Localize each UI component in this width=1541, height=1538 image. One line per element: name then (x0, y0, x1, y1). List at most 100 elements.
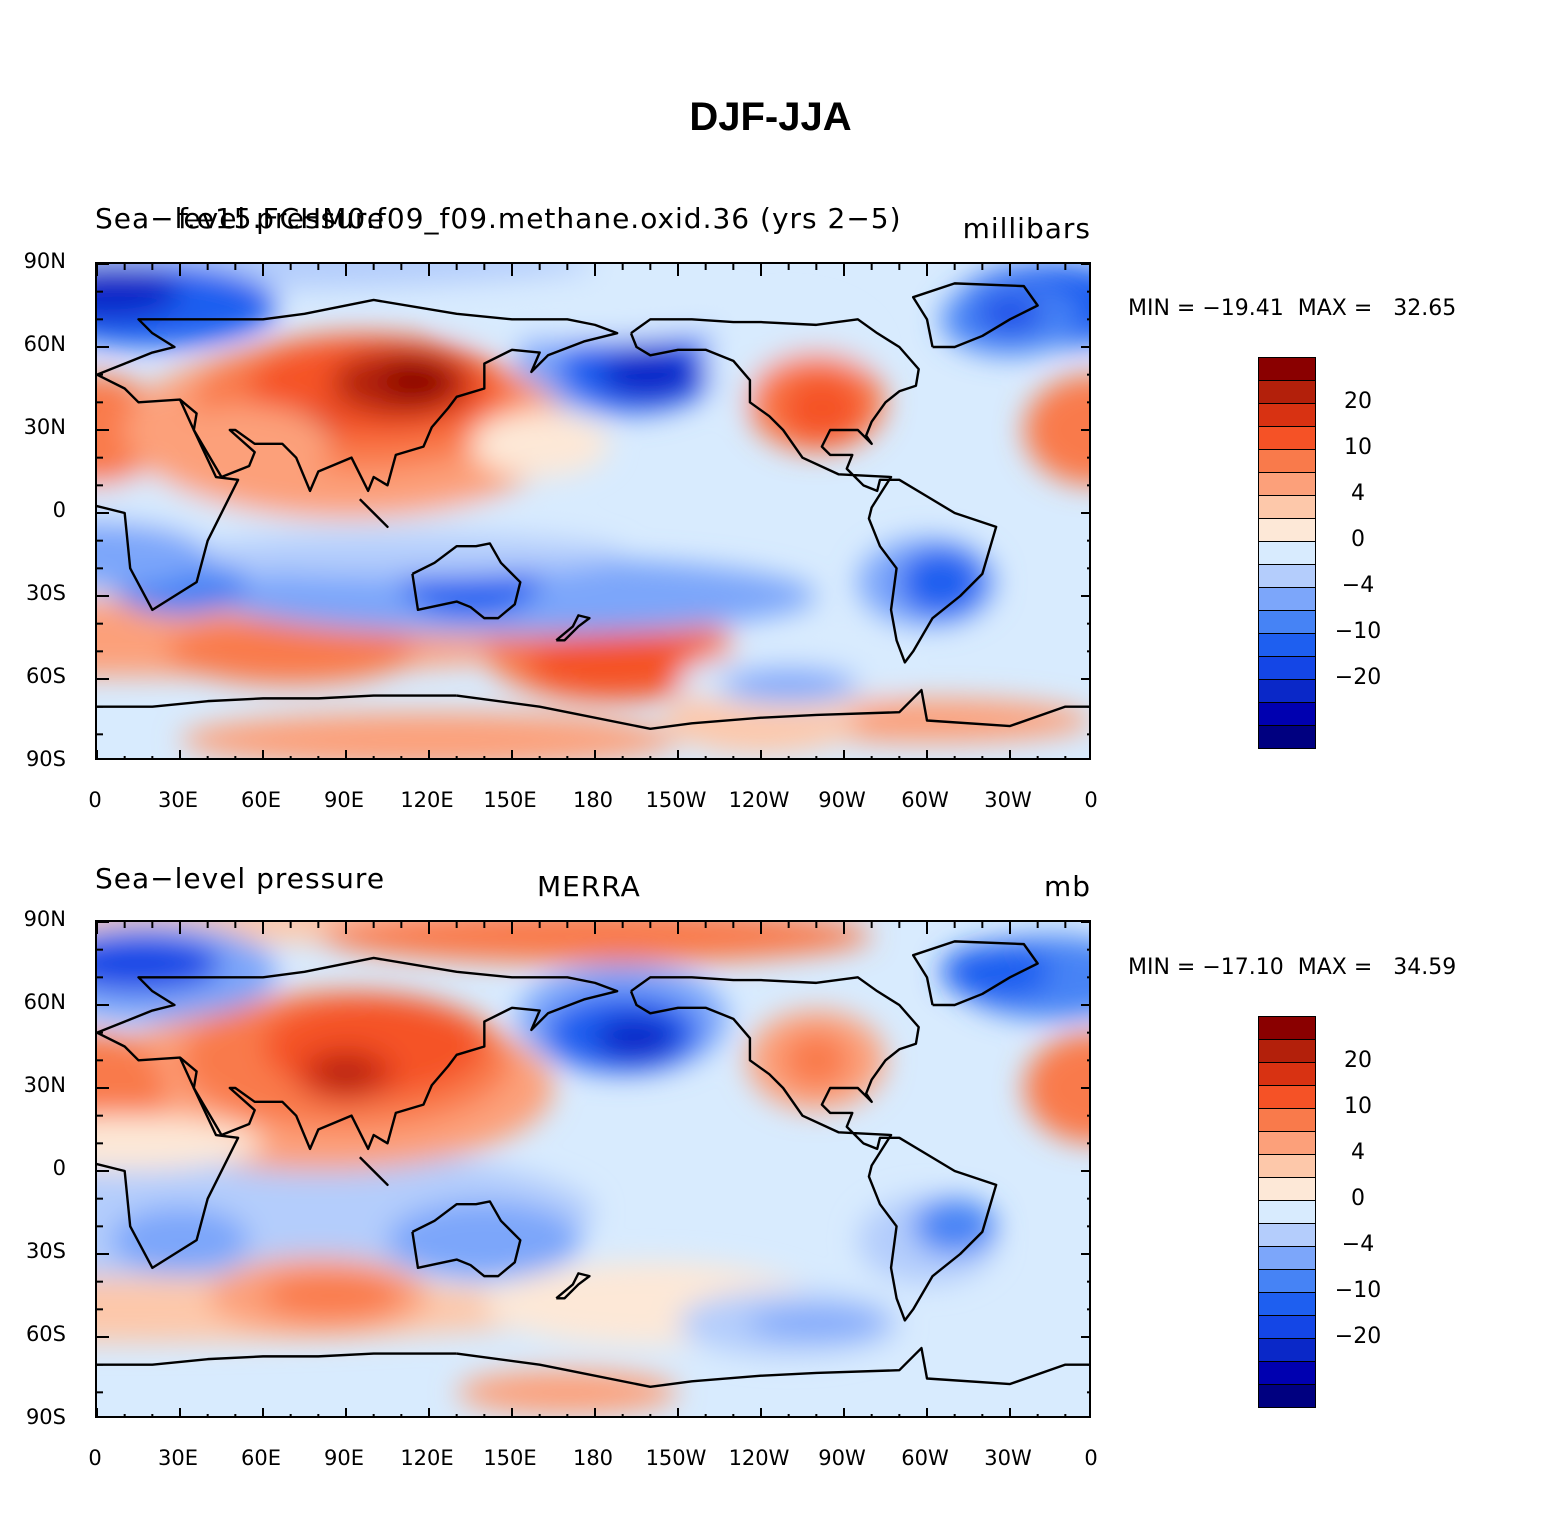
colorbar-swatch (1258, 472, 1316, 496)
pressure-anomaly-region (166, 618, 416, 685)
coastline (456, 1346, 1089, 1388)
colorbar: 20 10 4 0 −4 −10 −20 (1258, 357, 1381, 749)
lat-tick-label: 30S (25, 1239, 66, 1263)
coastline (97, 1031, 240, 1270)
coastline (97, 694, 457, 708)
coastline (911, 940, 1039, 1007)
map-svg (97, 922, 1089, 1416)
lon-tick-label: 120E (400, 788, 454, 812)
coastline (97, 373, 240, 612)
lon-tick-label: 0 (1084, 1446, 1098, 1470)
pressure-anomaly-region (110, 1206, 250, 1274)
coastline (555, 614, 591, 642)
colorbar-swatch (1258, 403, 1316, 427)
colorbar-swatch (1258, 1384, 1316, 1408)
coastline (97, 956, 619, 1151)
coastline (629, 318, 998, 664)
slp-map-model (95, 262, 1091, 760)
colorbar-swatch (1258, 702, 1316, 726)
lon-tick-label: 60W (901, 1446, 949, 1470)
lon-tick-label: 30W (984, 788, 1032, 812)
lon-tick-label: 30E (158, 1446, 198, 1470)
colorbar-swatch (1258, 1246, 1316, 1270)
coastline (911, 282, 1039, 349)
pressure-anomaly-region (780, 374, 864, 442)
colorbar-label: −4 (1341, 1232, 1375, 1257)
lat-tick-label: 30N (23, 415, 66, 439)
colorbar-label: 0 (1351, 527, 1365, 552)
lat-tick-label: 90N (23, 249, 66, 273)
colorbar-swatch (1258, 1223, 1316, 1247)
pressure-anomaly-region (940, 944, 1052, 1000)
pressure-anomaly-region (595, 1016, 678, 1061)
colorbar-label: −10 (1334, 619, 1382, 644)
lat-tick-label: 90S (25, 1405, 66, 1429)
lon-tick-label: 120W (728, 788, 790, 812)
panel-units: mb (1043, 870, 1091, 903)
min-max-label: MIN = −17.10 MAX = 34.59 (1128, 955, 1457, 980)
lon-tick-label: 120E (400, 1446, 454, 1470)
min-max-label: MIN = −19.41 MAX = 32.65 (1128, 296, 1457, 321)
colorbar-swatch (1258, 1108, 1316, 1132)
lon-tick-label: 0 (88, 788, 102, 812)
lon-tick-label: 180 (572, 788, 614, 812)
lat-tick-label: 0 (52, 498, 66, 522)
figure-title: DJF-JJA (689, 95, 852, 139)
colorbar-label: 10 (1344, 435, 1372, 460)
colorbar-label: 20 (1344, 1048, 1372, 1073)
colorbar-swatch (1258, 725, 1316, 749)
colorbar-label: 10 (1344, 1094, 1372, 1119)
pressure-anomaly-region (470, 410, 609, 478)
colorbar-swatch (1258, 1062, 1316, 1086)
colorbar-label: 4 (1351, 1140, 1365, 1165)
colorbar-swatch (1258, 1200, 1316, 1224)
colorbar-label: 4 (1351, 481, 1365, 506)
pressure-anomaly-region (783, 1032, 850, 1088)
pressure-anomaly-region (97, 521, 208, 588)
merra-panel: Sea−level pressure MERRA mb MIN = −17.10… (0, 0, 1541, 1470)
lon-tick-label: 180 (572, 1446, 614, 1470)
lat-tick-label: 60S (25, 1322, 66, 1346)
pressure-anomaly-region (381, 360, 449, 400)
colorbar-label: 0 (1351, 1186, 1365, 1211)
colorbar: 20 10 4 0 −4 −10 −20 (1258, 1016, 1381, 1408)
panel-left-title: Sea−level pressure (95, 202, 386, 235)
panel-center-title: MERRA (537, 870, 641, 903)
colorbar-swatch (1258, 426, 1316, 450)
lat-tick-label: 90S (25, 747, 66, 771)
lon-tick-label: 60E (241, 1446, 281, 1470)
colorbar-label: −20 (1334, 1324, 1382, 1349)
panel-units: millibars (962, 212, 1091, 245)
colorbar-swatch (1258, 1085, 1316, 1109)
coastline (97, 298, 619, 493)
lat-tick-label: 60N (23, 990, 66, 1014)
colorbar-swatch (1258, 1361, 1316, 1385)
coastline (97, 1352, 457, 1366)
lon-tick-label: 0 (88, 1446, 102, 1470)
colorbar-label: 20 (1344, 389, 1372, 414)
colorbar-label: −20 (1334, 665, 1382, 690)
coastline (411, 542, 522, 620)
lon-tick-label: 150E (483, 788, 537, 812)
coastline (629, 976, 998, 1322)
pressure-anomaly-region (97, 1115, 263, 1171)
colorbar-swatch (1258, 449, 1316, 473)
map-svg (97, 264, 1089, 758)
lon-tick-label: 90W (818, 788, 866, 812)
pressure-anomaly-region (1023, 1032, 1089, 1144)
pressure-anomaly-region (600, 349, 701, 400)
coastline (358, 1156, 389, 1187)
pressure-anomaly-region (747, 1309, 886, 1337)
lat-tick-label: 30N (23, 1073, 66, 1097)
colorbar-swatch (1258, 1292, 1316, 1316)
coastline (555, 1272, 591, 1300)
panel-center-title: f.e15.FCHM0.f09_f09.methane.oxid.36 (yrs… (178, 202, 902, 235)
lon-tick-label: 60E (241, 788, 281, 812)
lon-tick-label: 90W (818, 1446, 866, 1470)
colorbar-label: −10 (1334, 1278, 1382, 1303)
colorbar-swatch (1258, 1016, 1316, 1040)
lon-tick-label: 150W (645, 788, 707, 812)
lat-tick-label: 60N (23, 332, 66, 356)
colorbar-swatch (1258, 1154, 1316, 1178)
pressure-anomaly-region (899, 548, 983, 616)
